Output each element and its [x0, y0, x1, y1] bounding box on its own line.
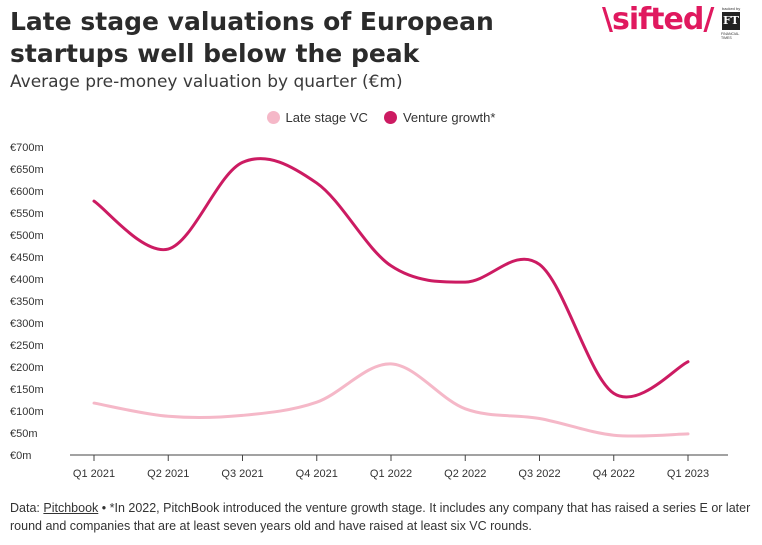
y-tick-label: €450m: [10, 252, 44, 264]
legend-swatch-late-stage: [266, 111, 280, 124]
legend-label-venture-growth: Venture growth*: [402, 110, 496, 125]
line-chart: €0m €50m €100m €150m €200m €250m €300m €350m €40…: [10, 142, 728, 480]
chart-subtitle: Average pre-money valuation by quarter (…: [10, 72, 403, 92]
y-tick-label: €50m: [10, 428, 38, 440]
series-line-venture-growth: [92, 157, 690, 399]
x-tick-label: Q4 2021: [296, 468, 338, 480]
y-tick-label: €150m: [10, 384, 44, 396]
footnote: • *In 2022, PitchBook introduced the ven…: [10, 501, 751, 533]
x-tick-label: Q2 2022: [444, 468, 486, 480]
legend-swatch-venture-growth: [383, 111, 397, 124]
series-line-late-stage-vc: [92, 362, 690, 438]
legend-item-venture-growth[interactable]: Venture growth*: [383, 110, 496, 125]
x-tick-label: Q1 2023: [667, 468, 709, 480]
chart-footer: Data: Pitchbook • *In 2022, PitchBook in…: [10, 499, 755, 535]
y-tick-label: €350m: [10, 296, 44, 308]
sifted-logo[interactable]: \sifted/ backed by FT FINANCIAL TIMES: [582, 2, 754, 46]
x-tick-label: Q1 2022: [370, 468, 412, 480]
ft-backed-by: backed by: [722, 6, 741, 11]
sifted-wordmark: \sifted/: [602, 2, 714, 37]
chart-title: Late stage valuations of European startu…: [10, 7, 494, 68]
ft-subtitle: FINANCIAL TIMES: [721, 32, 740, 40]
y-tick-label: €100m: [10, 406, 44, 418]
source-label: Data:: [10, 501, 40, 515]
y-tick-label: €250m: [10, 340, 44, 352]
y-tick-label: €300m: [10, 318, 44, 330]
ft-logo: FT: [722, 12, 740, 30]
x-tick-label: Q2 2021: [147, 468, 189, 480]
x-tick-label: Q3 2022: [518, 468, 560, 480]
legend-item-late-stage[interactable]: Late stage VC: [266, 110, 368, 125]
y-tick-label: €650m: [10, 164, 44, 176]
y-tick-label: €400m: [10, 274, 44, 286]
source-link[interactable]: Pitchbook: [43, 501, 99, 515]
y-tick-label: €600m: [10, 186, 44, 198]
x-tick-label: Q3 2021: [221, 468, 263, 480]
y-tick-label: €0m: [10, 450, 31, 462]
x-tick-label: Q1 2021: [73, 468, 115, 480]
x-tick-label: Q4 2022: [593, 468, 635, 480]
y-tick-label: €700m: [10, 142, 44, 154]
y-tick-label: €550m: [10, 208, 44, 220]
y-tick-label: €500m: [10, 230, 44, 242]
legend-label-late-stage: Late stage VC: [285, 110, 368, 125]
y-tick-label: €200m: [10, 362, 44, 374]
chart-legend: Late stage VC Venture growth*: [0, 110, 762, 125]
